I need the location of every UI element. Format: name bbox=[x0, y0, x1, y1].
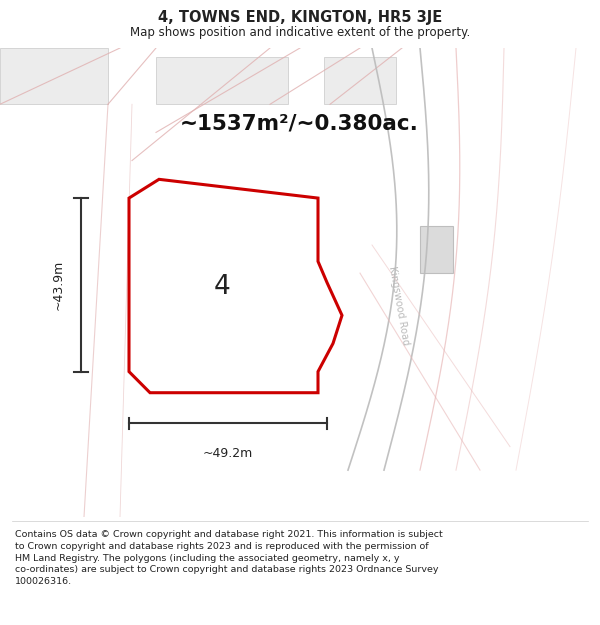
Text: Kingswood Road: Kingswood Road bbox=[387, 266, 411, 346]
Text: ~1537m²/~0.380ac.: ~1537m²/~0.380ac. bbox=[180, 113, 419, 133]
Text: ~49.2m: ~49.2m bbox=[203, 447, 253, 460]
Text: Contains OS data © Crown copyright and database right 2021. This information is : Contains OS data © Crown copyright and d… bbox=[15, 530, 443, 586]
Text: 4, TOWNS END, KINGTON, HR5 3JE: 4, TOWNS END, KINGTON, HR5 3JE bbox=[158, 9, 442, 24]
Text: 4: 4 bbox=[214, 274, 230, 300]
Bar bbox=[0, 48, 108, 104]
Bar bbox=[420, 226, 453, 273]
Polygon shape bbox=[129, 179, 342, 392]
Bar bbox=[324, 58, 396, 104]
Bar bbox=[156, 58, 288, 104]
Text: ~43.9m: ~43.9m bbox=[52, 260, 65, 310]
Text: Map shows position and indicative extent of the property.: Map shows position and indicative extent… bbox=[130, 26, 470, 39]
